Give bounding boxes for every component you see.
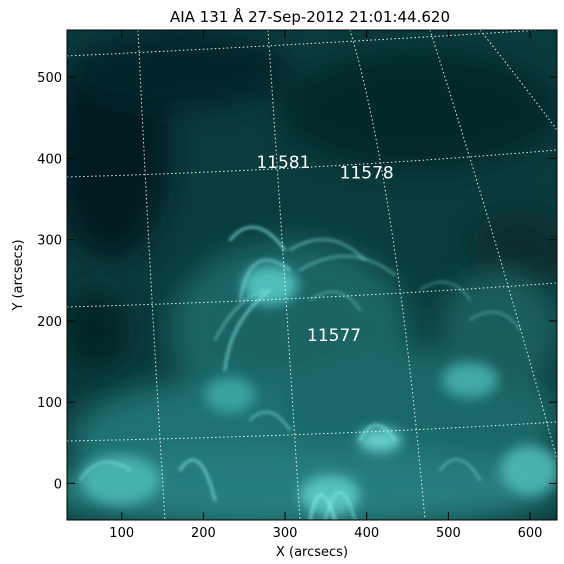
active-region-labels: 11581 11578 11577 [256,153,393,346]
coronal-loops [79,226,521,520]
y-axis-ticks: 0 100 200 300 400 500 [37,71,557,492]
y-tick-label: 100 [37,396,62,411]
heliographic-grid [67,30,557,520]
figure-title: AIA 131 Å 27-Sep-2012 21:01:44.620 [170,7,450,26]
y-tick-label: 500 [37,71,62,86]
x-tick-label: 400 [354,526,379,541]
x-tick-label: 100 [109,526,134,541]
active-region-label-11581: 11581 [256,153,310,173]
y-tick-label: 200 [37,315,62,330]
x-tick-label: 600 [518,526,543,541]
x-tick-label: 200 [191,526,216,541]
euv-image [67,30,557,520]
active-region-label-11577: 11577 [307,326,361,346]
y-axis-label: Y (arcsecs) [11,239,26,311]
x-axis-label: X (arcsecs) [276,545,348,560]
x-tick-label: 500 [436,526,461,541]
y-tick-label: 0 [54,477,62,492]
y-tick-label: 400 [37,152,62,167]
x-axis-ticks: 100 200 300 400 500 600 [109,30,542,541]
x-tick-label: 300 [273,526,298,541]
plot-frame [66,29,558,521]
y-tick-label: 300 [37,234,62,249]
active-region-label-11578: 11578 [340,164,394,184]
